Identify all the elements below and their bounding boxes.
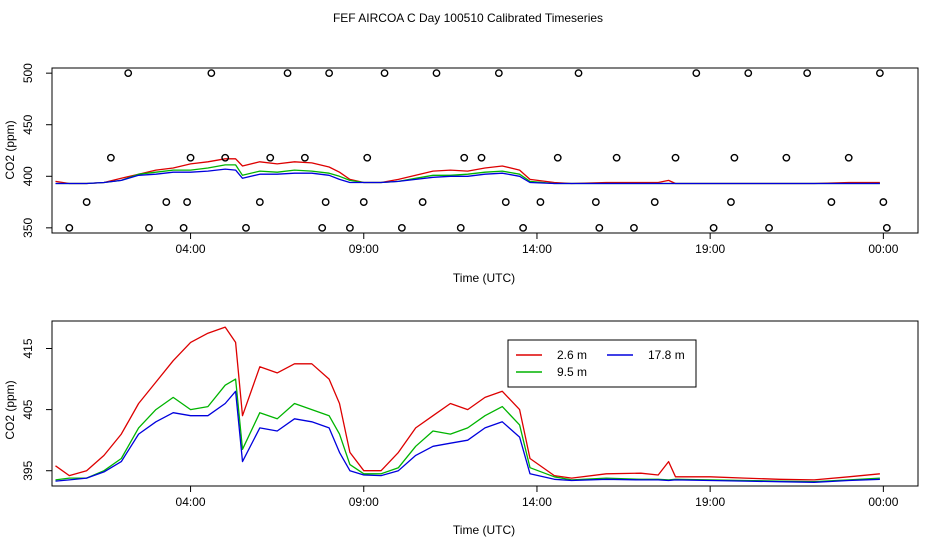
calibration-point [650,198,659,206]
calibration-point [727,198,735,206]
calibration-point [494,69,503,78]
calibration-point [782,153,791,162]
top-y-tick-label: 500 [21,63,35,83]
top-x-tick-label: 04:00 [176,242,206,256]
calibration-point [671,153,680,162]
calibration-point [106,153,115,162]
calibration-point [595,223,604,232]
calibration-point [346,223,354,232]
calibration-point [744,69,753,78]
calibration-point [221,153,230,162]
calibration-point [380,69,389,78]
top-x-tick-label: 14:00 [522,242,552,256]
calibration-point [803,69,812,78]
bottom-series-9-5-m [55,378,880,483]
calibration-point [879,198,888,206]
top-series-2-6-m [55,158,880,185]
calibration-point [397,223,406,232]
top-y-ticks: 350 400 450 500 [21,63,53,238]
calibration-point [300,153,309,162]
calibration-point [325,69,334,78]
calibration-point [179,223,188,232]
calibration-point [536,198,545,206]
calibration-point [255,198,264,206]
calibration-point [124,69,133,78]
calibration-point [186,153,195,162]
calibration-point [266,153,275,162]
top-y-tick-label: 450 [21,114,35,134]
calibration-point [612,153,621,162]
calibration-point [553,153,562,162]
calibration-point [875,69,884,78]
calibration-point [145,223,153,232]
legend-box [507,339,697,388]
calibration-point [162,198,171,206]
calibration-point [318,223,327,232]
bottom-x-tick-label: 19:00 [695,495,725,509]
calibration-point [183,198,191,206]
bottom-panel: CO2 (ppm) Time (UTC) 04:00 09:00 14:00 19:0… [3,320,919,537]
legend: 2.6 m 17.8 m 9.5 m [507,339,697,388]
calibration-point [519,223,528,232]
calibration-point [692,69,701,78]
top-series-17-8-m [55,168,880,185]
calibration-point [283,69,292,78]
bottom-x-axis-label: Time (UTC) [453,523,515,537]
calibration-point [359,198,368,206]
bottom-series [55,326,880,483]
chart-title: FEF AIRCOA C Day 100510 Calibrated Times… [333,11,603,25]
legend-label-17-8m: 17.8 m [648,348,685,362]
top-y-axis-label: CO2 (ppm) [3,120,17,179]
bottom-x-tick-label: 00:00 [868,495,898,509]
calibration-point [844,153,853,162]
calibration-point [882,223,891,232]
top-y-tick-label: 400 [21,166,35,186]
bottom-x-ticks: 04:00 09:00 14:00 19:00 00:00 [176,485,899,509]
top-series [55,69,891,232]
top-x-ticks: 04:00 09:00 14:00 19:00 00:00 [176,232,899,256]
calibration-point [321,198,330,206]
top-x-tick-label: 19:00 [695,242,725,256]
bottom-y-axis-label: CO2 (ppm) [3,380,17,439]
bottom-series-2-6-m [55,326,880,481]
top-x-tick-label: 09:00 [349,242,379,256]
top-x-axis-label: Time (UTC) [453,271,515,285]
bottom-x-tick-label: 14:00 [522,495,552,509]
calibration-point [477,153,486,162]
calibration-point [432,69,441,78]
calibration-point [207,69,216,78]
bottom-y-tick-label: 415 [21,338,35,358]
legend-label-9-5m: 9.5 m [557,365,587,379]
bottom-x-tick-label: 04:00 [176,495,206,509]
bottom-y-tick-label: 395 [21,460,35,480]
top-x-tick-label: 00:00 [868,242,898,256]
calibration-point [418,198,427,206]
bottom-x-tick-label: 09:00 [349,495,379,509]
calibration-point [827,198,836,206]
calibration-point [501,198,510,206]
calibration-point [630,223,638,232]
calibration-point [82,198,91,206]
top-series-9-5-m [55,164,880,185]
calibration-point [65,223,74,232]
calibration-point [242,223,250,232]
legend-label-2-6m: 2.6 m [557,348,587,362]
top-plot-box [51,67,919,234]
bottom-y-tick-label: 405 [21,399,35,419]
bottom-y-ticks: 395 405 415 [21,338,53,481]
calibration-point [363,153,372,162]
calibration-point [709,223,718,232]
top-y-tick-label: 350 [21,218,35,238]
bottom-series-17-8-m [55,390,880,483]
calibration-point [730,153,739,162]
calibration-point [591,198,600,206]
calibration-point [574,69,583,78]
calibration-point [456,223,465,232]
calibration-point [765,223,773,232]
calibration-point [460,153,469,162]
top-panel: CO2 (ppm) Time (UTC) 04:00 09:00 14:00 19:0… [3,63,919,285]
